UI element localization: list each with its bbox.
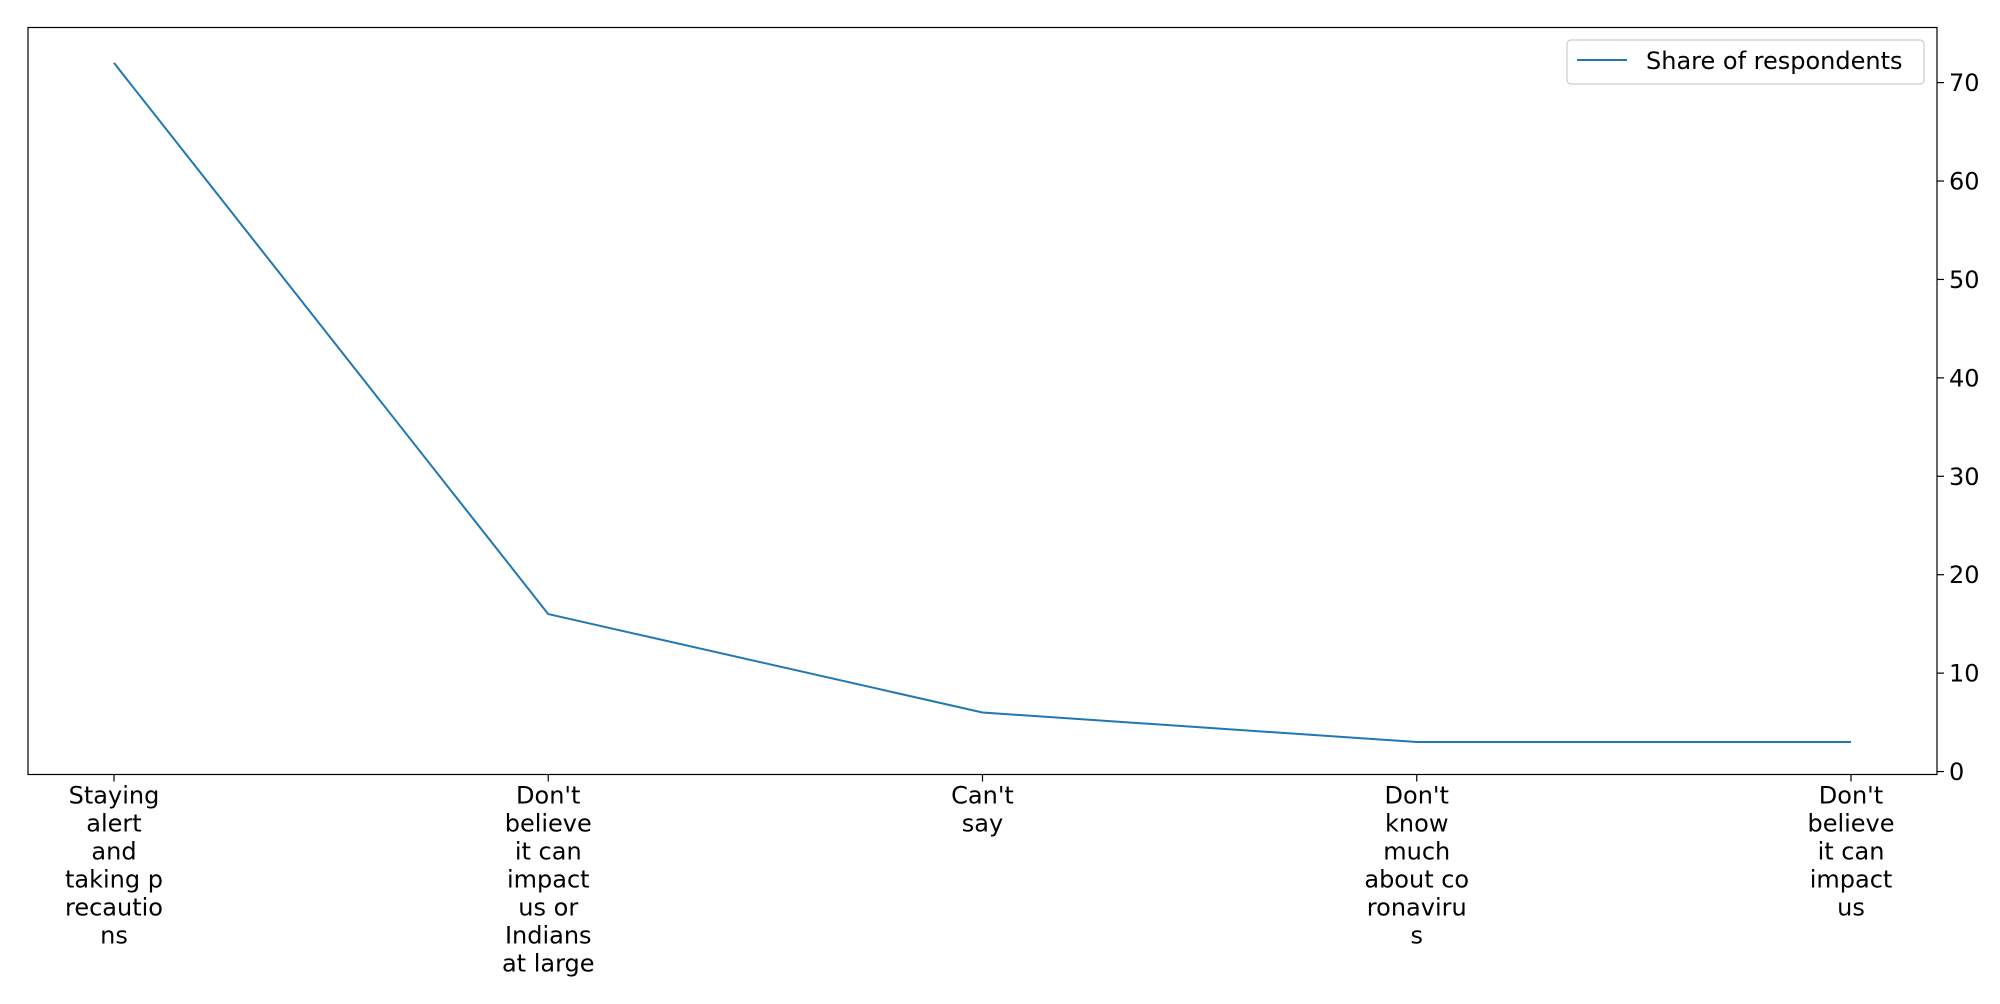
x-tick-label: Staying alert and taking p recautio ns xyxy=(65,782,163,950)
y-axis: 0 10 20 30 40 50 60 70 xyxy=(1937,69,1980,786)
x-axis: Staying alert and taking p recautio ns Don't be… xyxy=(65,775,1895,978)
plot-area xyxy=(28,28,1937,775)
y-tick-label: 30 xyxy=(1949,463,1980,491)
x-tick-label: Don't believe it can impact us or Indians at l… xyxy=(502,782,595,978)
y-tick-label: 50 xyxy=(1949,266,1980,294)
legend-label: Share of respondents xyxy=(1646,47,1903,75)
y-tick-label: 0 xyxy=(1949,758,1964,786)
y-tick-label: 40 xyxy=(1949,364,1980,392)
x-tick-label: Can't say xyxy=(951,782,1014,838)
x-tick-label: Don't believe it can impact us xyxy=(1807,782,1894,922)
legend: Share of respondents xyxy=(1567,40,1924,84)
y-tick-label: 60 xyxy=(1949,168,1980,196)
y-tick-label: 20 xyxy=(1949,561,1980,589)
y-tick-label: 10 xyxy=(1949,660,1980,688)
y-tick-label: 70 xyxy=(1949,69,1980,97)
x-tick-label: Don't know much about co ronaviru s xyxy=(1364,782,1469,950)
